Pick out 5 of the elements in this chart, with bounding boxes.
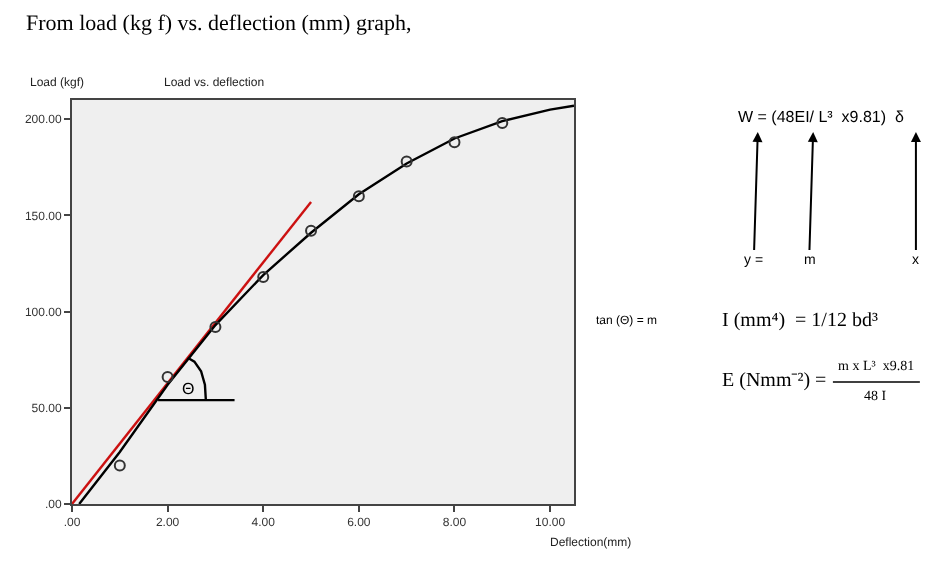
chart-title: From load (kg f) vs. deflection (mm) graph, <box>26 12 413 36</box>
text: I (mm⁴) = 1/12 bd³ <box>722 310 878 332</box>
annotation: Θ <box>182 380 195 398</box>
text: W = (48EI/ L³ x9.81) δ <box>738 108 905 126</box>
text: E (Nmm⁻²) = <box>722 370 828 392</box>
